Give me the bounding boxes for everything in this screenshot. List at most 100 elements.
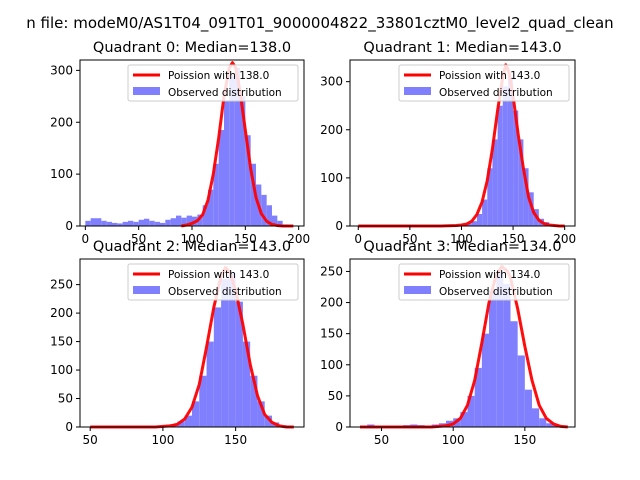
histogram-bar bbox=[234, 67, 240, 226]
figure-suptitle: n file: modeM0/AS1T04_091T01_9000004822_… bbox=[26, 14, 614, 32]
x-tick-label: 100 bbox=[442, 433, 465, 447]
subplot-quadrant-2: 50 100 150 0 50 100 150 200 250 Quadrant 2: Media… bbox=[50, 239, 305, 447]
legend-poisson-label: Poission with 138.0 bbox=[168, 70, 269, 82]
legend: Poission with 143.0 Observed distribution bbox=[127, 263, 299, 301]
x-tick-label: 150 bbox=[224, 433, 247, 447]
legend-observed-label: Observed distribution bbox=[439, 87, 553, 99]
histogram-bar bbox=[165, 219, 171, 226]
histogram-bar bbox=[186, 215, 192, 226]
histogram-bar bbox=[202, 205, 208, 226]
y-tick-label: 300 bbox=[320, 75, 343, 89]
legend-poisson-label: Poission with 143.0 bbox=[168, 269, 269, 281]
histogram-bar bbox=[489, 290, 497, 427]
histogram-bar bbox=[510, 321, 518, 427]
histogram-bar bbox=[192, 401, 200, 427]
y-tick-label: 50 bbox=[328, 389, 343, 403]
y-tick-label: 150 bbox=[50, 335, 73, 349]
legend: Poission with 138.0 Observed distribution bbox=[127, 64, 299, 102]
histogram-bar bbox=[266, 205, 272, 226]
histogram-bar bbox=[112, 222, 118, 226]
histogram-bar bbox=[181, 217, 187, 226]
histogram-bar bbox=[482, 199, 488, 226]
histogram-bar bbox=[513, 110, 519, 226]
histogram-bar bbox=[467, 395, 475, 427]
subplot-title: Quadrant 2: Median=143.0 bbox=[93, 239, 291, 255]
legend-box bbox=[398, 263, 570, 301]
histogram-bar bbox=[133, 221, 139, 226]
legend-observed-swatch bbox=[404, 286, 431, 294]
y-tick-label: 0 bbox=[335, 420, 343, 434]
histogram-bar bbox=[122, 221, 128, 226]
histogram-bar bbox=[497, 105, 503, 226]
axes-frame bbox=[79, 258, 305, 428]
y-tick-label: 150 bbox=[320, 327, 343, 341]
histogram-bar bbox=[250, 375, 258, 427]
x-tick-label: 150 bbox=[234, 232, 257, 246]
y-tick-label: 0 bbox=[65, 420, 73, 434]
y-tick-label: 0 bbox=[65, 219, 73, 233]
x-tick-label: 100 bbox=[151, 433, 174, 447]
legend-box bbox=[127, 64, 299, 102]
subplot-quadrant-1: 0 50 100 150 200 0 100 200 300 Quadrant 1: Median… bbox=[320, 40, 576, 246]
x-tick-label: 50 bbox=[374, 433, 389, 447]
histogram-bar bbox=[149, 220, 155, 226]
subplot-title: Quadrant 1: Median=143.0 bbox=[363, 40, 561, 56]
histogram-bars bbox=[360, 271, 561, 427]
histogram-bar bbox=[197, 214, 203, 226]
x-tick-label: 100 bbox=[450, 232, 473, 246]
y-tick-label: 250 bbox=[50, 278, 73, 292]
y-tick-label: 0 bbox=[335, 219, 343, 233]
histogram-bar bbox=[460, 412, 468, 427]
histogram-bar bbox=[257, 401, 265, 427]
histogram-bar bbox=[224, 101, 230, 226]
legend-observed-swatch bbox=[133, 87, 160, 95]
legend-poisson-label: Poission with 143.0 bbox=[439, 70, 540, 82]
histogram-bar bbox=[496, 271, 504, 427]
histogram-bar bbox=[138, 219, 144, 226]
subplot-quadrant-0: 0 50 100 150 200 0 100 200 300 Quadrant 0: Median… bbox=[50, 40, 310, 246]
histogram-bar bbox=[128, 220, 134, 226]
x-tick-label: 200 bbox=[553, 232, 576, 246]
histogram-bar bbox=[240, 96, 246, 226]
histogram-bar bbox=[492, 139, 498, 226]
y-tick-label: 100 bbox=[320, 358, 343, 372]
histogram-bar bbox=[502, 86, 508, 226]
histogram-bar bbox=[160, 222, 166, 226]
y-tick-label: 100 bbox=[50, 363, 73, 377]
histogram-bar bbox=[177, 421, 185, 427]
x-tick-label: 150 bbox=[502, 232, 525, 246]
histogram-bar bbox=[471, 221, 477, 226]
legend-box bbox=[127, 263, 299, 301]
y-tick-label: 250 bbox=[320, 264, 343, 278]
histogram-bar bbox=[206, 341, 214, 427]
histogram-bar bbox=[90, 218, 96, 226]
histogram-bar bbox=[208, 189, 214, 226]
histogram-bar bbox=[242, 341, 251, 427]
y-tick-label: 200 bbox=[50, 306, 73, 320]
y-tick-label: 300 bbox=[50, 63, 73, 77]
subplot-quadrant-3: 50 100 150 0 50 100 150 200 250 Quadrant 3: Media… bbox=[320, 239, 576, 447]
histogram-bar bbox=[106, 221, 112, 226]
histogram-bar bbox=[235, 301, 243, 427]
histogram-bar bbox=[523, 168, 529, 226]
x-tick-label: 0 bbox=[354, 232, 362, 246]
x-tick-label: 50 bbox=[83, 433, 98, 447]
histogram-bar bbox=[213, 163, 219, 226]
x-tick-label: 0 bbox=[82, 232, 90, 246]
histogram-bar bbox=[229, 75, 235, 226]
histogram-bar bbox=[261, 194, 267, 226]
histogram-bar bbox=[476, 213, 483, 226]
legend: Poission with 143.0 Observed distribution bbox=[398, 64, 570, 102]
histogram-bar bbox=[503, 283, 511, 427]
histogram-bar bbox=[199, 375, 207, 427]
histogram-bar bbox=[228, 273, 236, 427]
histogram-bar bbox=[539, 418, 547, 427]
histogram-bar bbox=[154, 221, 160, 226]
histogram-bar bbox=[218, 130, 224, 226]
legend-observed-label: Observed distribution bbox=[439, 286, 553, 298]
x-tick-label: 50 bbox=[402, 232, 417, 246]
x-tick-label: 200 bbox=[287, 232, 310, 246]
axes-frame bbox=[349, 59, 576, 227]
histogram-bar bbox=[532, 408, 540, 427]
